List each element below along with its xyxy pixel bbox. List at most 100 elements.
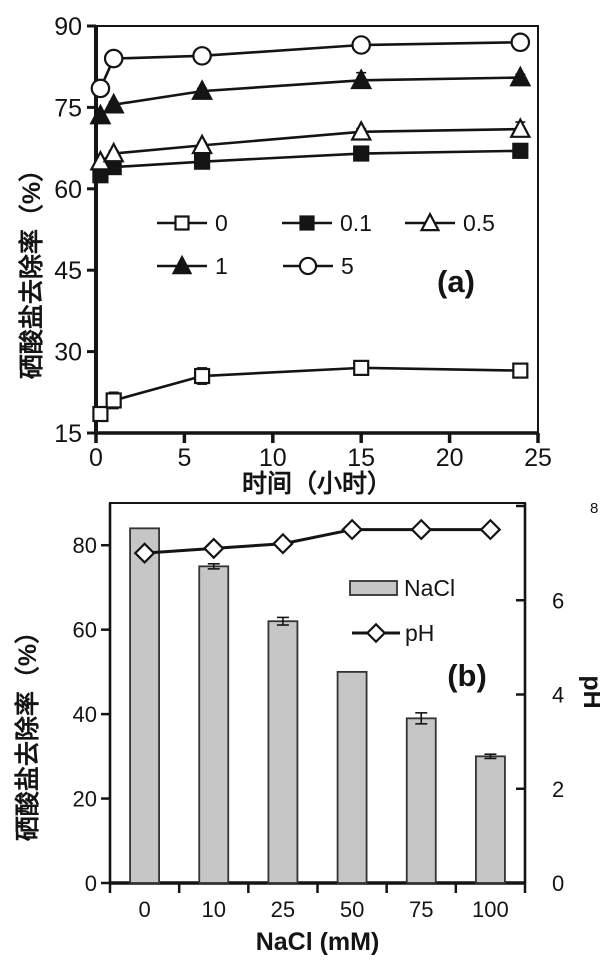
open-circle-marker xyxy=(103,48,124,69)
panel-b-letter: (b) xyxy=(447,658,487,693)
b-x-tick-label: 0 xyxy=(138,897,150,922)
open-square-marker xyxy=(512,362,529,379)
b-x-tick-label: 75 xyxy=(409,897,433,922)
open-triangle-marker xyxy=(509,117,532,138)
a-x-tick-label: 25 xyxy=(524,444,552,472)
open-circle-marker xyxy=(510,32,531,53)
b-ph-line xyxy=(144,528,491,555)
filled-triangle-marker xyxy=(350,68,373,90)
b-x-axis-label: NaCl (mM) xyxy=(256,928,380,956)
a-x-tick-label: 15 xyxy=(347,444,375,472)
a-y-tick-label: 90 xyxy=(54,13,82,41)
open-diamond-marker xyxy=(272,532,294,555)
filled-square-marker xyxy=(512,142,529,159)
a-legend-label: 0.1 xyxy=(340,210,372,236)
b-left-tick-label: 80 xyxy=(73,533,97,558)
b-bar-0 xyxy=(129,527,160,884)
a-series-1 xyxy=(89,65,532,125)
open-circle-legend-marker xyxy=(298,256,318,276)
b-bar-10 xyxy=(198,565,230,884)
open-triangle-legend-marker xyxy=(419,211,441,232)
open-square-marker xyxy=(105,392,122,409)
b-right-tick-label: 0 xyxy=(552,871,564,896)
b-x-tick-label: 10 xyxy=(202,897,226,922)
b-left-tick-label: 60 xyxy=(73,618,97,643)
b-left-axis-label: 硒酸盐去除率（%） xyxy=(13,619,42,841)
b-bar-50 xyxy=(336,670,368,884)
b-legend-label-ph: pH xyxy=(405,620,434,646)
a-series-line xyxy=(99,366,521,415)
b-left-tick-label: 20 xyxy=(73,787,97,812)
filled-triangle-marker xyxy=(191,79,214,100)
open-square-legend-marker xyxy=(174,215,190,231)
open-square-marker xyxy=(193,367,211,385)
error-bar xyxy=(276,616,289,626)
b-right-tick-label: 8 xyxy=(590,500,598,517)
a-y-tick-label: 45 xyxy=(54,257,82,285)
open-diamond-marker xyxy=(479,518,502,541)
open-square-marker xyxy=(92,405,109,423)
filled-triangle-marker xyxy=(89,103,112,125)
a-series-5 xyxy=(90,32,531,99)
a-series-0 xyxy=(92,359,529,423)
panel-a-letter: (a) xyxy=(437,264,475,299)
a-series-line xyxy=(99,40,521,89)
a-series-line xyxy=(99,76,521,117)
a-legend-label: 0.5 xyxy=(463,210,495,236)
open-triangle-marker xyxy=(350,119,373,141)
b-right-tick-label: 4 xyxy=(552,683,564,708)
b-right-tick-label: 2 xyxy=(552,777,564,802)
a-y-tick-label: 30 xyxy=(54,339,82,367)
b-right-tick-label: 6 xyxy=(552,588,564,613)
a-x-tick-label: 10 xyxy=(259,444,287,472)
error-bar xyxy=(207,562,220,570)
b-left-tick-label: 40 xyxy=(73,702,97,727)
open-diamond-legend-marker xyxy=(365,622,387,644)
filled-triangle-marker xyxy=(102,92,125,114)
a-x-tick-label: 5 xyxy=(177,444,191,472)
a-y-axis-label: 硒酸盐去除率（%） xyxy=(17,157,46,379)
a-y-tick-label: 75 xyxy=(54,94,82,122)
b-right-axis-label: pH xyxy=(578,675,600,708)
a-x-tick-label: 20 xyxy=(436,444,464,472)
a-legend-label: 5 xyxy=(341,253,354,279)
filled-square-marker xyxy=(193,153,211,170)
a-x-tick-label: 0 xyxy=(89,444,103,472)
open-diamond-marker xyxy=(410,518,433,541)
b-bar-75 xyxy=(405,717,437,884)
filled-square-legend-marker xyxy=(299,215,315,231)
a-series-0.5 xyxy=(89,117,532,171)
open-diamond-marker xyxy=(133,542,156,564)
a-legend-label: 1 xyxy=(215,253,228,279)
b-x-tick-label: 25 xyxy=(271,897,295,922)
error-bar xyxy=(415,712,428,725)
filled-triangle-marker xyxy=(509,65,532,87)
open-triangle-marker xyxy=(102,141,125,163)
open-triangle-marker xyxy=(191,133,214,155)
b-legend-label-nacl: NaCl xyxy=(404,575,455,601)
open-diamond-marker xyxy=(341,518,363,541)
open-circle-marker xyxy=(90,78,111,99)
a-legend-label: 0 xyxy=(215,210,228,236)
a-y-tick-label: 60 xyxy=(54,176,82,204)
a-series-line xyxy=(99,149,521,177)
b-bar-100 xyxy=(475,755,506,884)
open-circle-marker xyxy=(351,35,371,55)
a-y-tick-label: 15 xyxy=(54,420,82,448)
b-bar-25 xyxy=(267,620,299,884)
filled-triangle-legend-marker xyxy=(171,254,193,275)
open-square-marker xyxy=(353,359,370,376)
b-x-tick-label: 50 xyxy=(340,897,364,922)
b-plot-frame xyxy=(109,502,526,884)
b-legend: NaCl pH xyxy=(349,575,455,646)
open-diamond-marker xyxy=(202,537,225,560)
open-circle-marker xyxy=(192,46,212,66)
filled-square-marker xyxy=(353,145,370,162)
b-left-tick-label: 0 xyxy=(85,871,97,896)
b-x-tick-label: 100 xyxy=(472,897,509,922)
a-legend: 0 0.1 0.5 1 5 xyxy=(157,210,495,279)
error-bar xyxy=(484,753,497,760)
